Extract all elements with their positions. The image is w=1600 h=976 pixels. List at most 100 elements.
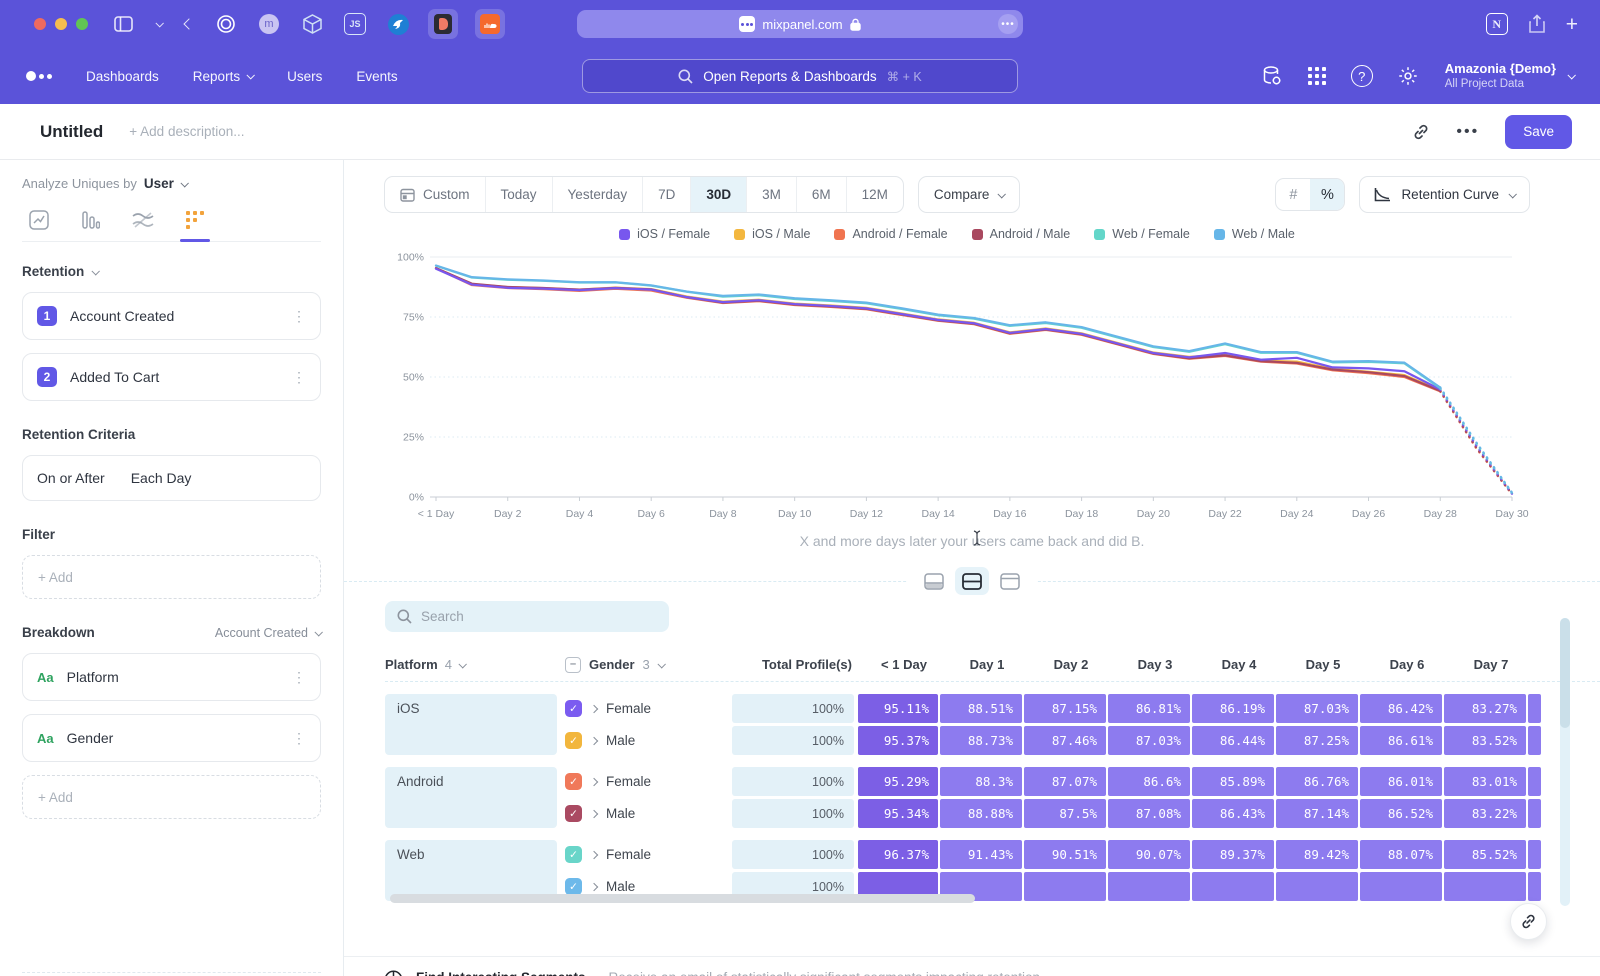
extension-bird-icon[interactable] (385, 11, 411, 37)
url-bar[interactable]: mixpanel.com ••• (577, 10, 1023, 38)
range-3m[interactable]: 3M (747, 177, 797, 212)
day-column-header[interactable]: Day 4 (1198, 657, 1280, 672)
report-description-placeholder[interactable]: + Add description... (129, 124, 244, 139)
sidebar-toggle-icon[interactable] (110, 11, 136, 37)
save-button[interactable]: Save (1505, 115, 1572, 149)
retention-step-b[interactable]: 2 Added To Cart ⋮ (22, 353, 321, 401)
legend-item[interactable]: Web / Female (1094, 227, 1190, 241)
chevron-down-icon[interactable] (153, 11, 165, 37)
tab-funnels[interactable] (80, 209, 102, 231)
nav-users[interactable]: Users (287, 69, 322, 84)
retention-section-header[interactable]: Retention (22, 264, 84, 279)
day-column-header[interactable]: Day 7 (1450, 657, 1532, 672)
back-icon[interactable] (182, 11, 196, 37)
add-breakdown-button[interactable]: + Add (22, 775, 321, 819)
new-tab-icon[interactable]: + (1566, 14, 1578, 35)
kebab-menu-icon[interactable]: ⋮ (292, 730, 306, 747)
extension-reader-icon[interactable] (428, 9, 458, 39)
mixpanel-logo-icon[interactable] (26, 71, 52, 81)
kebab-menu-icon[interactable]: ⋮ (292, 369, 306, 386)
chart-only-view-button[interactable] (917, 567, 951, 595)
minimize-window-icon[interactable] (55, 18, 67, 30)
legend-item[interactable]: Android / Female (834, 227, 947, 241)
kebab-menu-icon[interactable]: ⋮ (292, 308, 306, 325)
expand-row-icon[interactable] (590, 882, 598, 890)
account-switcher[interactable]: Amazonia {Demo} All Project Data (1443, 61, 1574, 92)
range-today[interactable]: Today (486, 177, 553, 212)
table-only-view-button[interactable] (993, 567, 1027, 595)
table-row[interactable]: ✓Female100%96.37%91.43%90.51%90.07%89.37… (565, 840, 1600, 869)
gender-column-header[interactable]: – Gender 3 (565, 657, 740, 673)
range-yesterday[interactable]: Yesterday (553, 177, 644, 212)
extension-avatar-icon[interactable]: m (256, 11, 282, 37)
day-column-header[interactable]: Day 1 (946, 657, 1028, 672)
legend-item[interactable]: Web / Male (1214, 227, 1295, 241)
close-window-icon[interactable] (34, 18, 46, 30)
settings-gear-icon[interactable] (1397, 65, 1419, 87)
retention-step-a[interactable]: 1 Account Created ⋮ (22, 292, 321, 340)
extension-js-icon[interactable]: JS (342, 11, 368, 37)
tab-insights[interactable] (28, 209, 50, 231)
legend-item[interactable]: Android / Male (972, 227, 1071, 241)
nav-reports[interactable]: Reports (193, 69, 253, 84)
indeterminate-checkbox[interactable]: – (565, 657, 581, 673)
help-icon[interactable]: ? (1351, 65, 1373, 87)
range-6m[interactable]: 6M (797, 177, 847, 212)
breakdown-gender[interactable]: Aa Gender ⋮ (22, 714, 321, 762)
range-30d[interactable]: 30D (691, 177, 747, 212)
breakdown-scope-select[interactable]: Account Created (215, 626, 321, 640)
legend-item[interactable]: iOS / Female (619, 227, 710, 241)
split-view-button[interactable] (955, 567, 989, 595)
horizontal-scrollbar[interactable] (390, 894, 975, 903)
day-column-header[interactable]: Day 2 (1030, 657, 1112, 672)
series-checkbox[interactable]: ✓ (565, 805, 582, 822)
expand-row-icon[interactable] (590, 704, 598, 712)
expand-row-icon[interactable] (590, 736, 598, 744)
percentage-button[interactable]: % (1310, 179, 1344, 210)
series-checkbox[interactable]: ✓ (565, 878, 582, 895)
table-row[interactable]: ✓Female100%95.29%88.3%87.07%86.6%85.89%8… (565, 767, 1600, 796)
absolute-numbers-button[interactable]: # (1276, 179, 1310, 210)
chart-type-select[interactable]: Retention Curve (1359, 176, 1530, 213)
legend-item[interactable]: iOS / Male (734, 227, 810, 241)
expand-row-icon[interactable] (590, 850, 598, 858)
extension-soundcloud-icon[interactable] (475, 9, 505, 39)
table-row[interactable]: ✓Female100%95.11%88.51%87.15%86.81%86.19… (565, 694, 1600, 723)
more-options-icon[interactable]: ••• (1456, 123, 1479, 141)
extension-cube-icon[interactable] (299, 11, 325, 37)
series-checkbox[interactable]: ✓ (565, 732, 582, 749)
day-column-header[interactable]: Day 5 (1282, 657, 1364, 672)
series-checkbox[interactable]: ✓ (565, 700, 582, 717)
kebab-menu-icon[interactable]: ⋮ (292, 669, 306, 686)
apps-grid-icon[interactable] (1307, 66, 1327, 86)
copy-link-icon[interactable] (1412, 123, 1430, 141)
share-icon[interactable] (1528, 14, 1546, 34)
total-column-header[interactable]: Total Profile(s) (740, 657, 862, 672)
breakdown-platform[interactable]: Aa Platform ⋮ (22, 653, 321, 701)
add-filter-button[interactable]: + Add (22, 555, 321, 599)
range-12m[interactable]: 12M (847, 177, 903, 212)
nav-events[interactable]: Events (356, 69, 397, 84)
day-column-header[interactable]: Day 6 (1366, 657, 1448, 672)
tab-flows[interactable] (132, 209, 154, 231)
range-custom[interactable]: Custom (385, 177, 486, 212)
share-link-fab[interactable] (1510, 903, 1547, 940)
platform-column-header[interactable]: Platform 4 (385, 657, 565, 672)
retention-criteria-control[interactable]: On or After Each Day (22, 455, 321, 501)
table-row[interactable]: ✓Male100%95.34%88.88%87.5%87.08%86.43%87… (565, 799, 1600, 828)
day-column-header[interactable]: Day 3 (1114, 657, 1196, 672)
series-checkbox[interactable]: ✓ (565, 773, 582, 790)
day-column-header[interactable]: < 1 Day (864, 657, 944, 672)
notion-tab-icon[interactable]: N (1486, 13, 1508, 35)
expand-row-icon[interactable] (590, 809, 598, 817)
compare-button[interactable]: Compare (918, 176, 1021, 213)
zoom-window-icon[interactable] (76, 18, 88, 30)
find-segments-bar[interactable]: Find Interesting Segments Receive an ema… (344, 956, 1600, 976)
vertical-scrollbar[interactable] (1560, 618, 1570, 906)
extension-target-icon[interactable] (213, 11, 239, 37)
report-title[interactable]: Untitled (40, 122, 103, 142)
data-management-icon[interactable] (1261, 65, 1283, 87)
global-search-input[interactable]: Open Reports & Dashboards ⌘ + K (582, 59, 1018, 93)
nav-dashboards[interactable]: Dashboards (86, 69, 159, 84)
table-row[interactable]: ✓Male100%95.37%88.73%87.46%87.03%86.44%8… (565, 726, 1600, 755)
